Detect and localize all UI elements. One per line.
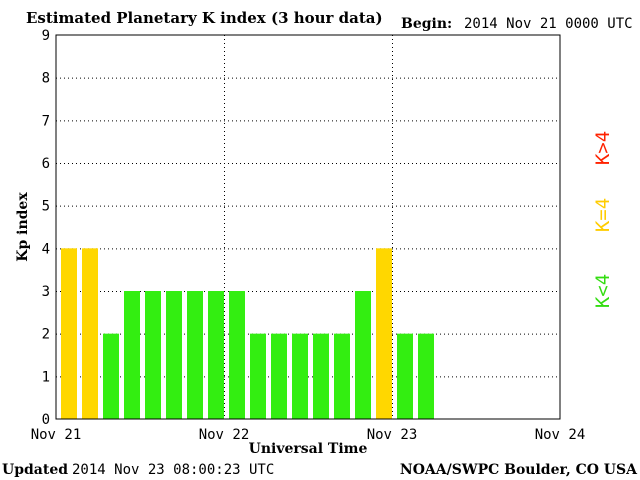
updated-value: 2014 Nov 23 08:00:23 UTC	[72, 462, 274, 478]
kp-bar	[145, 291, 161, 419]
kp-bar	[82, 248, 98, 419]
kp-bar	[208, 291, 224, 419]
y-tick-label: 9	[42, 28, 50, 44]
kp-bar	[397, 333, 413, 419]
legend-k-above-4: K>4	[592, 131, 614, 165]
kp-bar	[250, 333, 266, 419]
legend-k-equal-4: K=4	[592, 198, 614, 232]
y-tick-label: 7	[42, 113, 50, 129]
kp-bar	[229, 291, 245, 419]
kp-bar	[334, 333, 350, 419]
kp-bar	[187, 291, 203, 419]
x-tick-labels: Nov 21 Nov 22 Nov 23 Nov 24	[31, 427, 586, 443]
y-tick-label: 1	[42, 369, 50, 385]
plot-frame	[55, 34, 561, 420]
y-tick-label: 0	[42, 412, 50, 428]
kp-bar	[103, 333, 119, 419]
y-tick-labels: 0 1 2 3 4 5 6 7 8 9	[42, 28, 50, 428]
kp-bar	[271, 333, 287, 419]
y-axis-label: Kp index	[15, 192, 31, 262]
x-tick-label: Nov 21	[31, 427, 82, 443]
kp-bar	[166, 291, 182, 419]
y-tick-label: 6	[42, 156, 50, 172]
y-tick-label: 5	[42, 199, 50, 215]
legend-k-below-4: K<4	[592, 274, 614, 308]
chart-title: Estimated Planetary K index (3 hour data…	[26, 9, 383, 27]
x-axis-label: Universal Time	[249, 441, 368, 457]
updated-label: Updated	[2, 462, 68, 478]
kp-bar	[355, 291, 371, 419]
x-tick-label: Nov 22	[199, 427, 250, 443]
y-tick-label: 3	[42, 284, 50, 300]
x-tick-label: Nov 23	[367, 427, 418, 443]
y-tick-label: 4	[42, 241, 50, 257]
bars-group	[61, 248, 434, 419]
y-tick-label: 2	[42, 327, 50, 343]
kp-bar	[313, 333, 329, 419]
x-tick-label: Nov 24	[535, 427, 586, 443]
kp-bar	[292, 333, 308, 419]
y-tick-label: 8	[42, 71, 50, 87]
kp-bar	[124, 291, 140, 419]
begin-value: 2014 Nov 21 0000 UTC	[464, 16, 633, 32]
kp-bar	[376, 248, 392, 419]
kp-bar	[418, 333, 434, 419]
source-credit: NOAA/SWPC Boulder, CO USA	[400, 462, 638, 478]
begin-label: Begin:	[401, 16, 452, 32]
kp-bar	[61, 248, 77, 419]
